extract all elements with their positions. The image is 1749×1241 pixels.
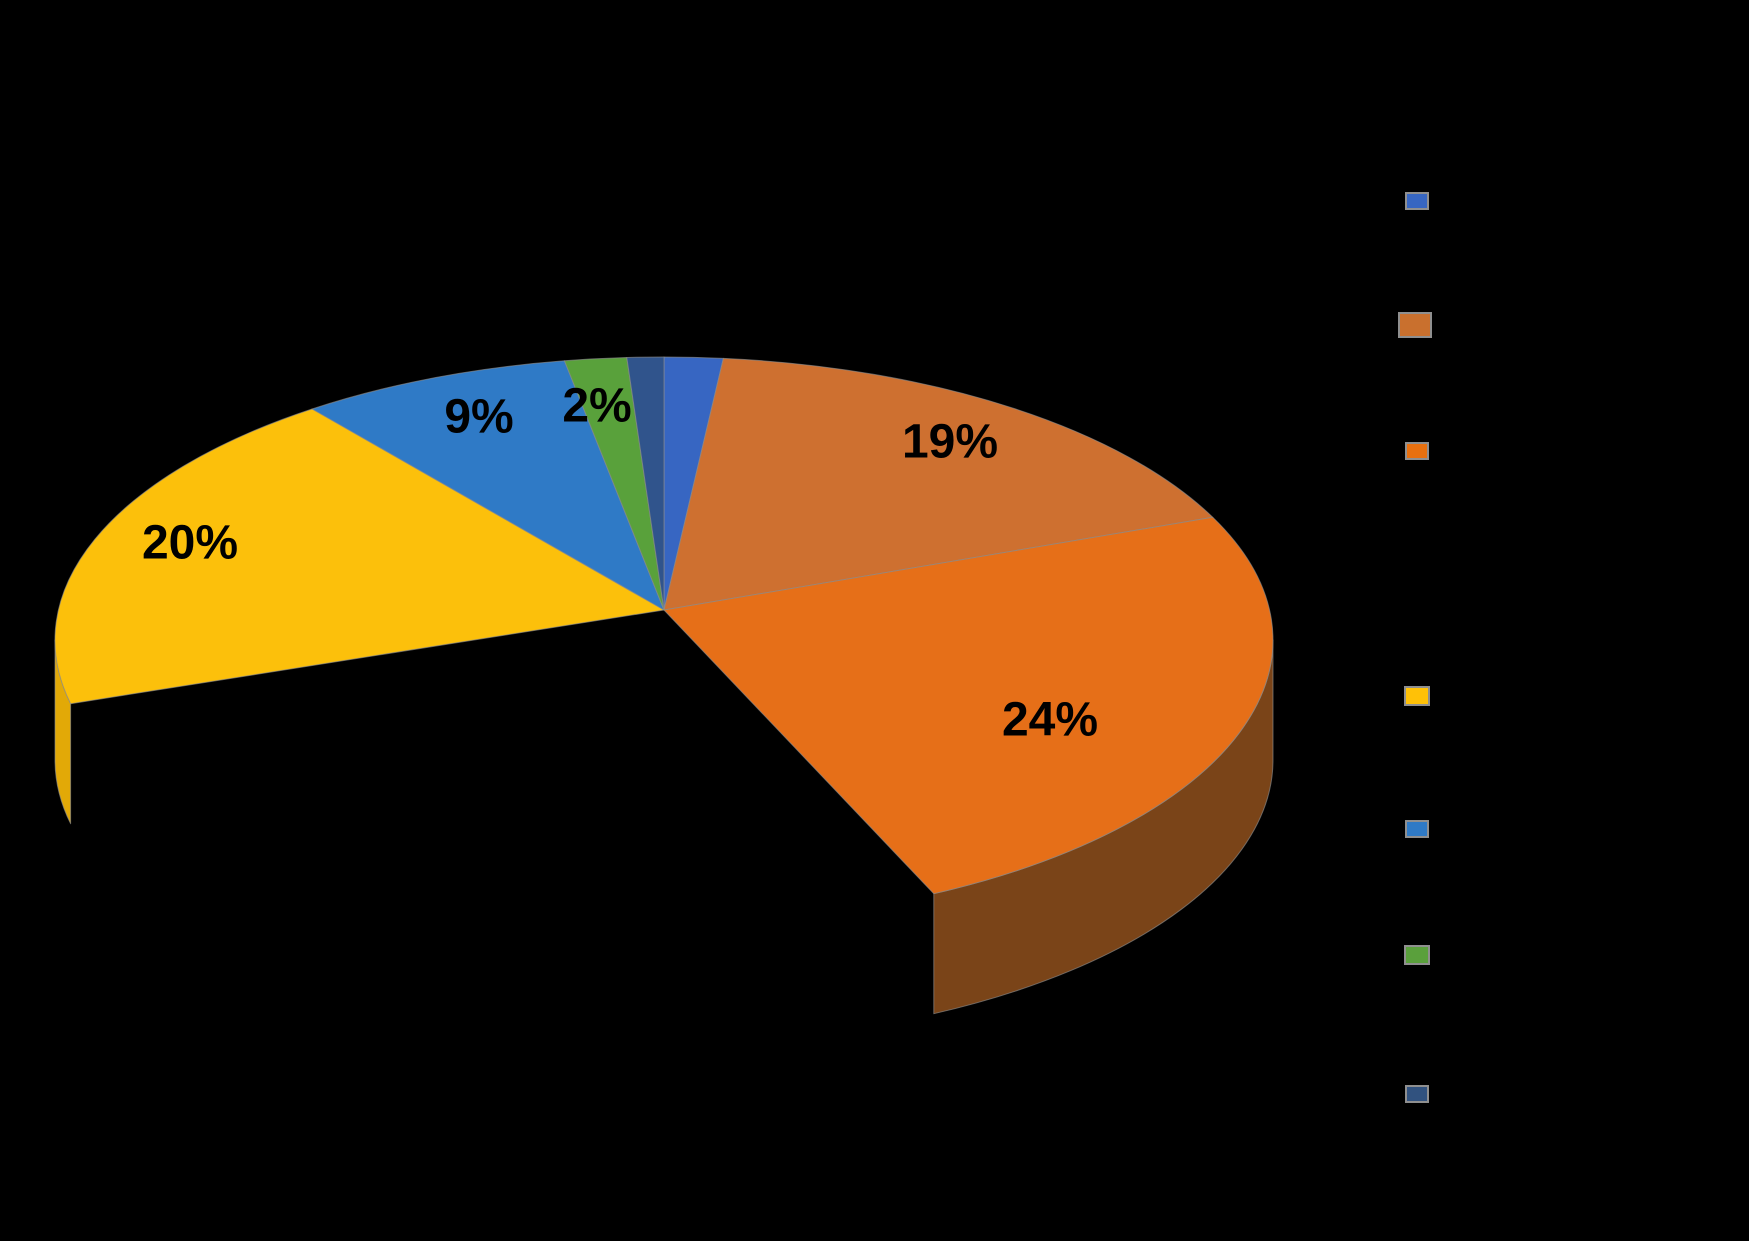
slice-yellow-percent-label: 20% — [142, 517, 238, 570]
legend-green-marker[interactable] — [1404, 945, 1430, 965]
legend-royal-blue-marker[interactable] — [1405, 192, 1429, 210]
legend-blue-marker[interactable] — [1405, 820, 1429, 838]
slice-blue-percent-label: 9% — [444, 391, 513, 444]
slice-orange-dark[interactable] — [663, 357, 1214, 611]
slice-orange-dark-percent-label: 19% — [902, 416, 998, 469]
legend-orange-dark-marker[interactable] — [1398, 312, 1432, 338]
slice-navy[interactable] — [626, 356, 665, 611]
slice-yellow[interactable] — [54, 408, 665, 705]
legend-orange-marker[interactable] — [1405, 442, 1429, 460]
slice-orange-percent-label: 24% — [1002, 694, 1098, 747]
slice-green-percent-label: 2% — [562, 380, 631, 433]
legend-yellow-marker[interactable] — [1404, 686, 1430, 706]
slice-orange[interactable] — [663, 516, 1274, 895]
legend-navy-marker[interactable] — [1405, 1085, 1429, 1103]
slice-blue[interactable] — [311, 360, 665, 611]
